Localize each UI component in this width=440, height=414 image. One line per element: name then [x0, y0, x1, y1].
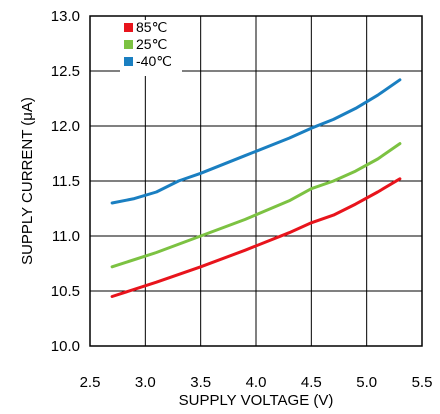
y-tick-label: 11.0 [52, 228, 80, 245]
x-axis-label: SUPPLY VOLTAGE (V) [179, 392, 334, 409]
legend-label: 85℃ [136, 19, 167, 35]
x-tick-labels: 2.5 3.0 3.5 4.0 4.5 5.0 5.5 [80, 374, 433, 391]
series-lines [110, 78, 402, 298]
x-tick-label: 3.5 [190, 374, 211, 391]
y-tick-label: 12.5 [51, 63, 80, 80]
legend-label: 25℃ [136, 36, 167, 52]
y-axis-label: SUPPLY CURRENT (μA) [19, 97, 36, 265]
legend-label: -40℃ [136, 53, 172, 69]
series-line-1 [110, 142, 402, 269]
grid [90, 16, 422, 346]
x-tick-label: 3.0 [135, 374, 156, 391]
y-tick-label: 12.0 [51, 118, 80, 135]
legend-swatch [124, 57, 133, 66]
legend-swatch [124, 23, 133, 32]
legend: 85℃25℃-40℃ [120, 19, 182, 76]
x-tick-label: 4.5 [301, 374, 322, 391]
series-line-2 [110, 78, 402, 205]
legend-swatch [124, 40, 133, 49]
y-tick-label: 11.5 [52, 173, 80, 190]
x-tick-label: 4.0 [246, 374, 267, 391]
plot-frame [89, 15, 423, 347]
x-tick-label: 2.5 [80, 374, 101, 391]
series-line-0 [110, 177, 402, 298]
y-tick-label: 13.0 [51, 8, 80, 25]
y-tick-label: 10.5 [51, 283, 80, 300]
y-tick-labels: 10.0 10.5 11.0 11.5 12.0 12.5 13.0 [51, 8, 80, 355]
x-tick-label: 5.5 [412, 374, 433, 391]
y-tick-label: 10.0 [51, 338, 80, 355]
x-tick-label: 5.0 [356, 374, 377, 391]
